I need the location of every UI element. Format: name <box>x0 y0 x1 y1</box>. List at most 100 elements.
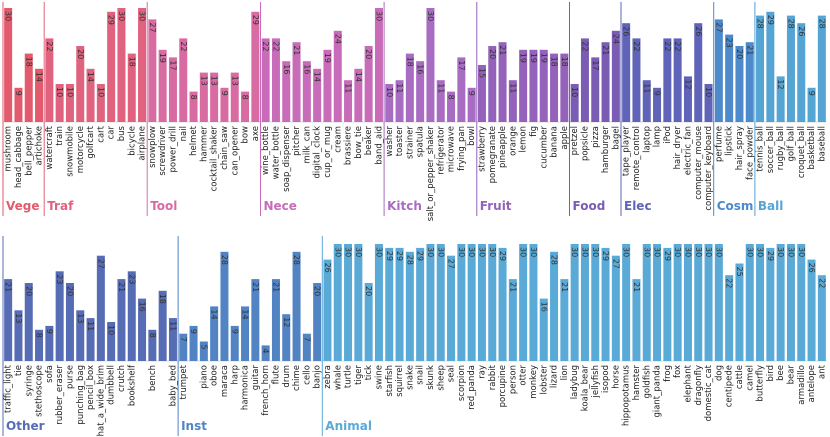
category-label: face_powder <box>745 126 755 181</box>
category-label: sofa <box>45 365 55 383</box>
value-label: 29 <box>107 15 116 25</box>
category-label: beaker <box>364 126 374 156</box>
bar <box>189 91 198 122</box>
category-label: frying_pan <box>457 126 467 171</box>
value-label: 30 <box>457 247 466 257</box>
category-label: remote_control <box>632 126 642 190</box>
category-label: dog <box>714 365 724 381</box>
bar <box>323 49 332 122</box>
category-label: laptop <box>642 126 652 153</box>
bar <box>519 49 528 122</box>
bar <box>550 251 559 361</box>
value-label: 22 <box>632 41 641 51</box>
category-label: motorcycle <box>76 126 86 173</box>
value-label: 26 <box>622 26 631 36</box>
category-label: swine <box>374 365 384 389</box>
category-label: bow <box>241 126 251 144</box>
value-label: 29 <box>766 251 775 261</box>
value-label: 8 <box>148 333 157 338</box>
value-label: 12 <box>776 79 785 89</box>
value-label: 10 <box>107 325 116 335</box>
category-label: popsicle <box>580 126 590 161</box>
value-label: 5 <box>199 345 208 350</box>
bar <box>96 84 105 122</box>
category-label: banana <box>550 126 560 158</box>
bar <box>261 345 270 361</box>
category-label: strawberry <box>477 126 487 172</box>
value-label: 22 <box>271 41 280 51</box>
value-label: 22 <box>663 41 672 51</box>
bar <box>127 53 136 122</box>
bar <box>138 8 147 122</box>
group-label: Animal <box>325 419 372 433</box>
category-label: pizza <box>591 126 601 148</box>
category-label: camel <box>745 365 755 391</box>
bar <box>683 244 692 361</box>
value-label: 11 <box>344 83 353 93</box>
category-label: apple <box>560 126 570 150</box>
bar <box>745 42 754 123</box>
value-label: 9 <box>230 329 239 334</box>
bar <box>714 244 723 361</box>
category-label: jellyfish <box>591 365 601 399</box>
category-label: turtle <box>344 365 354 388</box>
category-label: basketball <box>807 126 817 170</box>
category-label: train <box>55 126 65 146</box>
category-label: tape_player <box>622 125 632 176</box>
category-label: centipede <box>725 365 735 407</box>
bar <box>611 30 620 122</box>
bar <box>436 80 445 122</box>
category-label: toaster <box>395 126 405 157</box>
value-label: 13 <box>210 76 219 86</box>
category-label: squirrel <box>395 365 405 397</box>
category-label: bus <box>117 125 127 141</box>
group-label: Ball <box>758 199 783 213</box>
value-label: 9 <box>189 329 198 334</box>
group-label: Cosm <box>717 199 754 213</box>
value-label: 20 <box>488 49 497 59</box>
value-label: 30 <box>477 247 486 257</box>
value-label: 4 <box>261 348 270 353</box>
group-label: Other <box>6 419 45 433</box>
category-label: antelope <box>807 365 817 402</box>
category-label: mushroom <box>4 126 14 171</box>
bar <box>138 298 147 361</box>
bar <box>148 329 157 361</box>
value-label: 10 <box>704 87 713 97</box>
value-label: 17 <box>457 60 466 70</box>
category-label: otter <box>519 364 529 385</box>
category-label: band_aid <box>374 126 384 165</box>
bar <box>395 80 404 122</box>
bar <box>395 247 404 361</box>
bar <box>76 46 85 122</box>
bar <box>601 247 610 361</box>
category-label: goldfish <box>642 365 652 399</box>
bar <box>179 333 188 361</box>
value-label: 23 <box>127 274 136 284</box>
bar <box>642 80 651 122</box>
category-label: cup_or_mug <box>323 126 333 178</box>
value-label: 11 <box>436 83 445 93</box>
category-label: pomegranate <box>488 126 498 183</box>
category-label: artichoke <box>35 126 45 166</box>
value-label: 16 <box>302 64 311 74</box>
bar <box>570 84 579 122</box>
value-label: 8 <box>189 95 198 100</box>
category-label: pencil_box <box>86 365 96 410</box>
bar <box>189 325 198 361</box>
value-label: 30 <box>683 247 692 257</box>
bar <box>797 23 806 123</box>
category-label: guitar <box>251 365 261 391</box>
category-label: digital_clock <box>313 126 323 179</box>
value-label: 19 <box>529 53 538 63</box>
value-label: 13 <box>76 313 85 323</box>
group-label: Tool <box>150 199 177 213</box>
bar <box>632 279 641 361</box>
category-label: chain_saw <box>220 126 230 170</box>
value-label: 30 <box>591 247 600 257</box>
value-label: 30 <box>117 11 126 21</box>
value-label: 27 <box>447 259 456 269</box>
bar <box>776 76 785 122</box>
value-label: 10 <box>570 87 579 97</box>
category-label: rabbit <box>488 364 498 390</box>
